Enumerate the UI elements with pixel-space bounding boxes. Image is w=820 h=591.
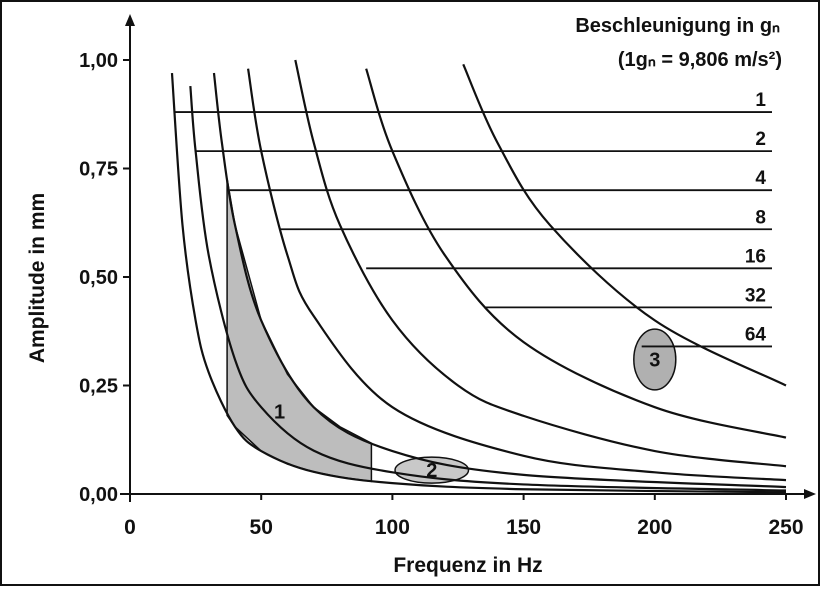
- y-tick-label: 0,00: [79, 484, 118, 506]
- x-tick-label: 0: [124, 516, 136, 539]
- series-label: 4: [755, 168, 766, 189]
- region: [394, 456, 470, 484]
- series-label: 8: [755, 207, 766, 228]
- series-label: 16: [745, 246, 766, 267]
- region-label: 3: [649, 349, 660, 371]
- curve: [246, 68, 787, 482]
- y-tick-label: 1,00: [79, 50, 118, 72]
- curve: [365, 68, 787, 439]
- x-axis-arrow: [804, 489, 816, 499]
- series-label: 32: [745, 285, 766, 306]
- x-tick-label: 250: [768, 516, 803, 539]
- legend-title: Beschleunigung in gₙ: [575, 15, 780, 37]
- region-label: 1: [274, 402, 285, 424]
- legend-subtitle: (1gₙ = 9,806 m/s²): [618, 49, 782, 71]
- series-label: 2: [755, 129, 766, 150]
- y-axis-arrow: [125, 14, 135, 26]
- x-tick-label: 150: [506, 516, 541, 539]
- y-tick-label: 0,75: [79, 159, 118, 181]
- x-tick-label: 200: [637, 516, 672, 539]
- curve: [212, 72, 787, 489]
- x-axis-label: Frequenz in Hz: [393, 554, 542, 577]
- series-label: 64: [745, 324, 767, 345]
- x-tick-label: 50: [250, 516, 273, 539]
- curve: [170, 72, 787, 494]
- curve: [189, 85, 787, 492]
- curve: [294, 59, 787, 468]
- region-label: 2: [426, 460, 437, 482]
- series-label: 1: [755, 90, 766, 111]
- region: [633, 328, 677, 391]
- y-axis-label: Amplitude in mm: [26, 193, 49, 363]
- y-tick-label: 0,50: [79, 267, 118, 289]
- curve: [462, 63, 787, 387]
- y-tick-label: 0,25: [79, 376, 118, 398]
- x-tick-label: 100: [375, 516, 410, 539]
